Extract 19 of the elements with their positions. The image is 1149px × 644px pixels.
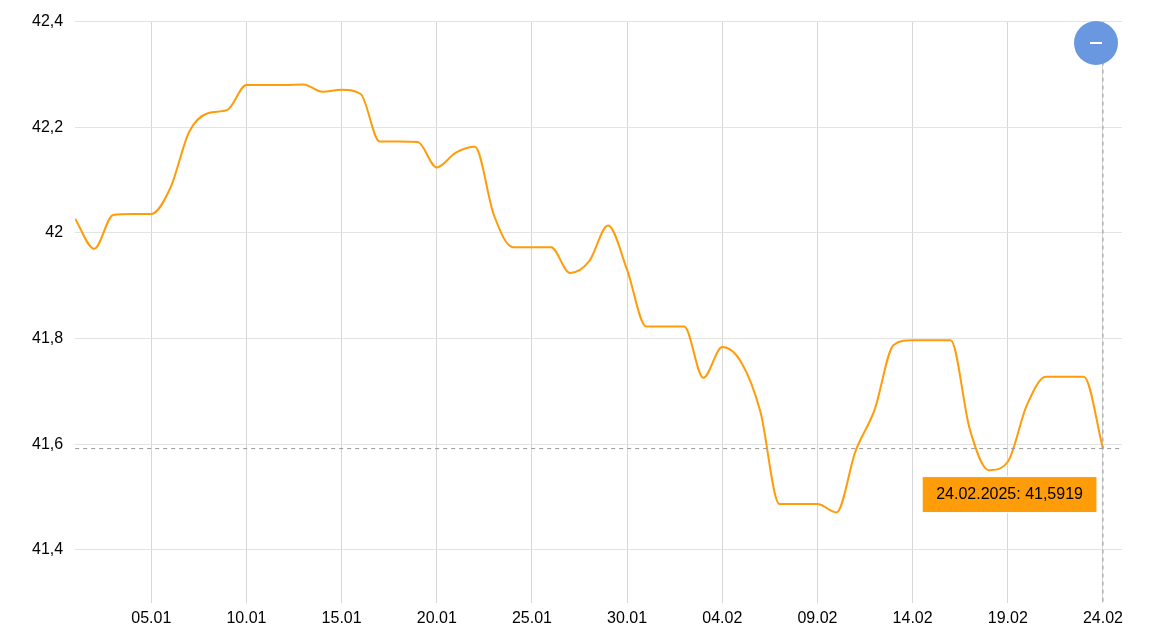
annotation: 24.02.2025: 41,5919 — [936, 484, 1084, 502]
y-tick-label: 42,4 — [32, 12, 64, 30]
x-tick-label: 20.01 — [416, 608, 457, 626]
x-tick-label: 10.01 — [226, 608, 267, 626]
x-tick-label: 24.02 — [1082, 608, 1124, 626]
x-tick-label: 15.01 — [321, 608, 362, 626]
y-tick-label: 41,8 — [32, 329, 64, 347]
x-tick-label: 09.02 — [797, 608, 838, 626]
x-tick-label: 30.01 — [607, 608, 648, 626]
x-tick-label: 04.02 — [702, 608, 743, 626]
x-tick-label: 05.01 — [131, 608, 172, 626]
y-tick-label: 42 — [45, 223, 64, 241]
x-tick-label: 14.02 — [892, 608, 933, 626]
y-tick-label: 41,6 — [32, 434, 64, 452]
x-tick-label: 25.01 — [511, 608, 553, 626]
y-tick-label: 42,2 — [32, 117, 64, 135]
x-tick-label: 19.02 — [987, 608, 1028, 626]
y-tick-label: 41,4 — [32, 540, 64, 558]
line-series — [75, 83, 1104, 514]
